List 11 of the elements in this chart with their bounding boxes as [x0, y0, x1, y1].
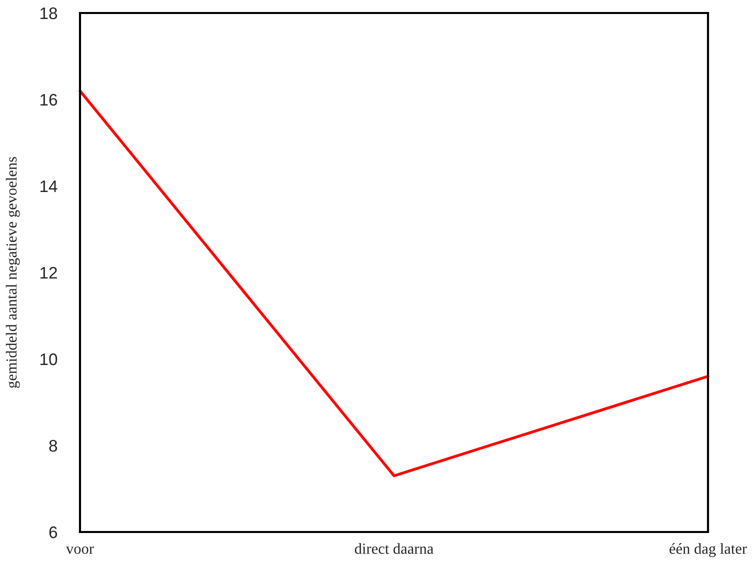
- y-tick-label: 8: [49, 440, 58, 452]
- x-tick-label: direct daarna: [354, 543, 434, 554]
- y-tick-label: 16: [40, 94, 58, 106]
- y-axis-title: gemiddeld aantal negatieve gevoelens: [6, 157, 20, 388]
- x-tick-label: voor: [66, 546, 94, 554]
- y-tick-label: 10: [40, 353, 58, 366]
- y-tick-label: 14: [40, 180, 58, 192]
- y-tick-label: 6: [49, 526, 58, 538]
- y-tick-label: 18: [40, 7, 58, 20]
- y-tick-label: 12: [40, 266, 57, 279]
- x-tick-label: één dag later: [670, 543, 747, 558]
